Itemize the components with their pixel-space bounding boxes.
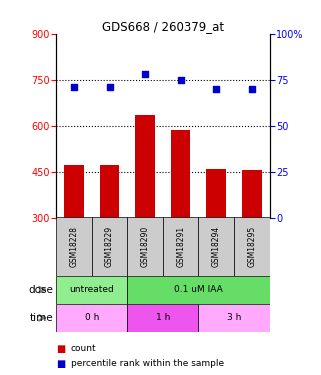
- Text: ■: ■: [56, 359, 65, 369]
- Point: [71, 84, 76, 90]
- Text: 0 h: 0 h: [84, 314, 99, 322]
- Text: GSM18228: GSM18228: [69, 226, 78, 267]
- Text: GSM18295: GSM18295: [247, 226, 256, 267]
- Text: count: count: [71, 344, 96, 353]
- Bar: [198, 304, 270, 332]
- Text: GSM18229: GSM18229: [105, 226, 114, 267]
- Point: [178, 77, 183, 83]
- Point: [143, 71, 148, 77]
- Text: dose: dose: [28, 285, 53, 295]
- Bar: [135, 115, 155, 218]
- Bar: [64, 165, 84, 218]
- Bar: [56, 217, 92, 276]
- Bar: [127, 304, 198, 332]
- Bar: [206, 168, 226, 217]
- Bar: [56, 276, 127, 304]
- Bar: [163, 217, 198, 276]
- Bar: [100, 165, 119, 218]
- Text: time: time: [29, 313, 53, 323]
- Point: [249, 86, 255, 92]
- Text: untreated: untreated: [69, 285, 114, 294]
- Bar: [56, 304, 127, 332]
- Text: percentile rank within the sample: percentile rank within the sample: [71, 359, 224, 368]
- Bar: [127, 276, 270, 304]
- Text: 3 h: 3 h: [227, 314, 241, 322]
- Point: [107, 84, 112, 90]
- Text: GSM18294: GSM18294: [212, 226, 221, 267]
- Bar: [127, 217, 163, 276]
- Point: [214, 86, 219, 92]
- Text: 1 h: 1 h: [156, 314, 170, 322]
- Text: GSM18290: GSM18290: [141, 226, 150, 267]
- Bar: [234, 217, 270, 276]
- Bar: [198, 217, 234, 276]
- Text: GSM18291: GSM18291: [176, 226, 185, 267]
- Bar: [92, 217, 127, 276]
- Bar: [171, 130, 190, 218]
- Title: GDS668 / 260379_at: GDS668 / 260379_at: [102, 20, 224, 33]
- Text: 0.1 uM IAA: 0.1 uM IAA: [174, 285, 223, 294]
- Text: ■: ■: [56, 344, 65, 354]
- Bar: [242, 170, 262, 217]
